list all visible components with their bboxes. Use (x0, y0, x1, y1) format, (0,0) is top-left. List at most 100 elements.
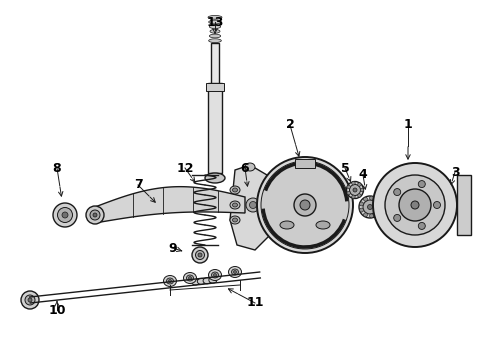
Ellipse shape (360, 202, 364, 206)
Ellipse shape (230, 186, 240, 194)
Ellipse shape (358, 194, 361, 197)
Ellipse shape (205, 173, 225, 183)
Text: 11: 11 (246, 297, 264, 310)
Bar (457, 175, 471, 235)
Bar (295, 159, 315, 168)
Ellipse shape (228, 266, 242, 278)
Text: 1: 1 (404, 118, 413, 131)
Ellipse shape (197, 278, 205, 284)
Ellipse shape (93, 213, 97, 217)
Ellipse shape (164, 275, 176, 287)
Ellipse shape (347, 191, 350, 195)
Ellipse shape (373, 163, 457, 247)
Ellipse shape (232, 218, 238, 222)
Ellipse shape (364, 197, 368, 201)
Ellipse shape (257, 157, 353, 253)
Ellipse shape (192, 247, 208, 263)
Ellipse shape (360, 208, 364, 212)
Ellipse shape (375, 199, 379, 203)
Ellipse shape (418, 181, 425, 188)
Text: 10: 10 (48, 303, 66, 316)
Ellipse shape (363, 200, 377, 214)
Ellipse shape (346, 181, 364, 198)
Ellipse shape (434, 202, 441, 208)
Ellipse shape (385, 175, 445, 235)
Ellipse shape (300, 200, 310, 210)
Ellipse shape (411, 201, 419, 209)
Ellipse shape (360, 188, 364, 192)
Ellipse shape (209, 270, 221, 280)
Text: 12: 12 (176, 162, 194, 175)
Ellipse shape (62, 212, 68, 218)
Ellipse shape (53, 203, 77, 227)
Ellipse shape (189, 276, 192, 279)
Ellipse shape (209, 277, 217, 283)
Ellipse shape (28, 298, 32, 302)
Ellipse shape (209, 34, 220, 38)
Ellipse shape (369, 196, 373, 200)
Ellipse shape (399, 189, 431, 221)
Ellipse shape (169, 279, 171, 283)
Ellipse shape (369, 214, 373, 218)
Ellipse shape (209, 25, 220, 28)
Ellipse shape (280, 221, 294, 229)
Text: 2: 2 (286, 118, 294, 131)
Ellipse shape (368, 204, 372, 210)
Ellipse shape (359, 196, 381, 218)
Ellipse shape (393, 189, 401, 195)
Ellipse shape (377, 205, 381, 209)
Text: 5: 5 (341, 162, 349, 175)
Ellipse shape (203, 278, 211, 284)
Ellipse shape (210, 30, 220, 33)
Ellipse shape (86, 206, 104, 224)
Ellipse shape (25, 295, 35, 305)
Polygon shape (95, 187, 245, 223)
Ellipse shape (349, 184, 361, 195)
Ellipse shape (353, 188, 357, 192)
Ellipse shape (230, 216, 240, 224)
Ellipse shape (316, 221, 330, 229)
Ellipse shape (198, 253, 202, 257)
Text: 8: 8 (53, 162, 61, 175)
Ellipse shape (90, 210, 100, 220)
Text: 9: 9 (169, 242, 177, 255)
Ellipse shape (375, 211, 379, 215)
Ellipse shape (230, 201, 240, 209)
Bar (211, 43, 219, 98)
Ellipse shape (21, 291, 39, 309)
Ellipse shape (245, 163, 255, 171)
Polygon shape (230, 165, 273, 250)
Ellipse shape (352, 195, 355, 199)
Text: 4: 4 (359, 168, 368, 181)
Ellipse shape (187, 275, 194, 281)
Ellipse shape (358, 183, 361, 186)
Ellipse shape (246, 198, 260, 212)
Ellipse shape (208, 15, 222, 19)
Ellipse shape (196, 251, 204, 260)
Ellipse shape (232, 188, 238, 192)
Bar (208, 83, 222, 173)
Ellipse shape (232, 203, 238, 207)
Ellipse shape (234, 270, 237, 274)
Ellipse shape (352, 181, 355, 185)
Text: 6: 6 (241, 162, 249, 175)
Ellipse shape (183, 273, 196, 284)
Ellipse shape (393, 215, 401, 221)
Ellipse shape (249, 202, 256, 208)
Ellipse shape (347, 185, 350, 189)
Ellipse shape (294, 194, 316, 216)
Bar (206, 83, 224, 91)
Ellipse shape (57, 207, 73, 222)
Text: 7: 7 (134, 179, 143, 192)
Ellipse shape (364, 213, 368, 217)
Text: 13: 13 (206, 15, 224, 28)
Ellipse shape (209, 20, 221, 24)
Text: 3: 3 (451, 166, 459, 179)
Ellipse shape (418, 222, 425, 229)
Ellipse shape (212, 272, 219, 278)
Ellipse shape (167, 278, 173, 284)
Ellipse shape (231, 269, 239, 275)
Ellipse shape (209, 39, 221, 42)
Ellipse shape (192, 279, 199, 285)
Ellipse shape (261, 161, 349, 249)
